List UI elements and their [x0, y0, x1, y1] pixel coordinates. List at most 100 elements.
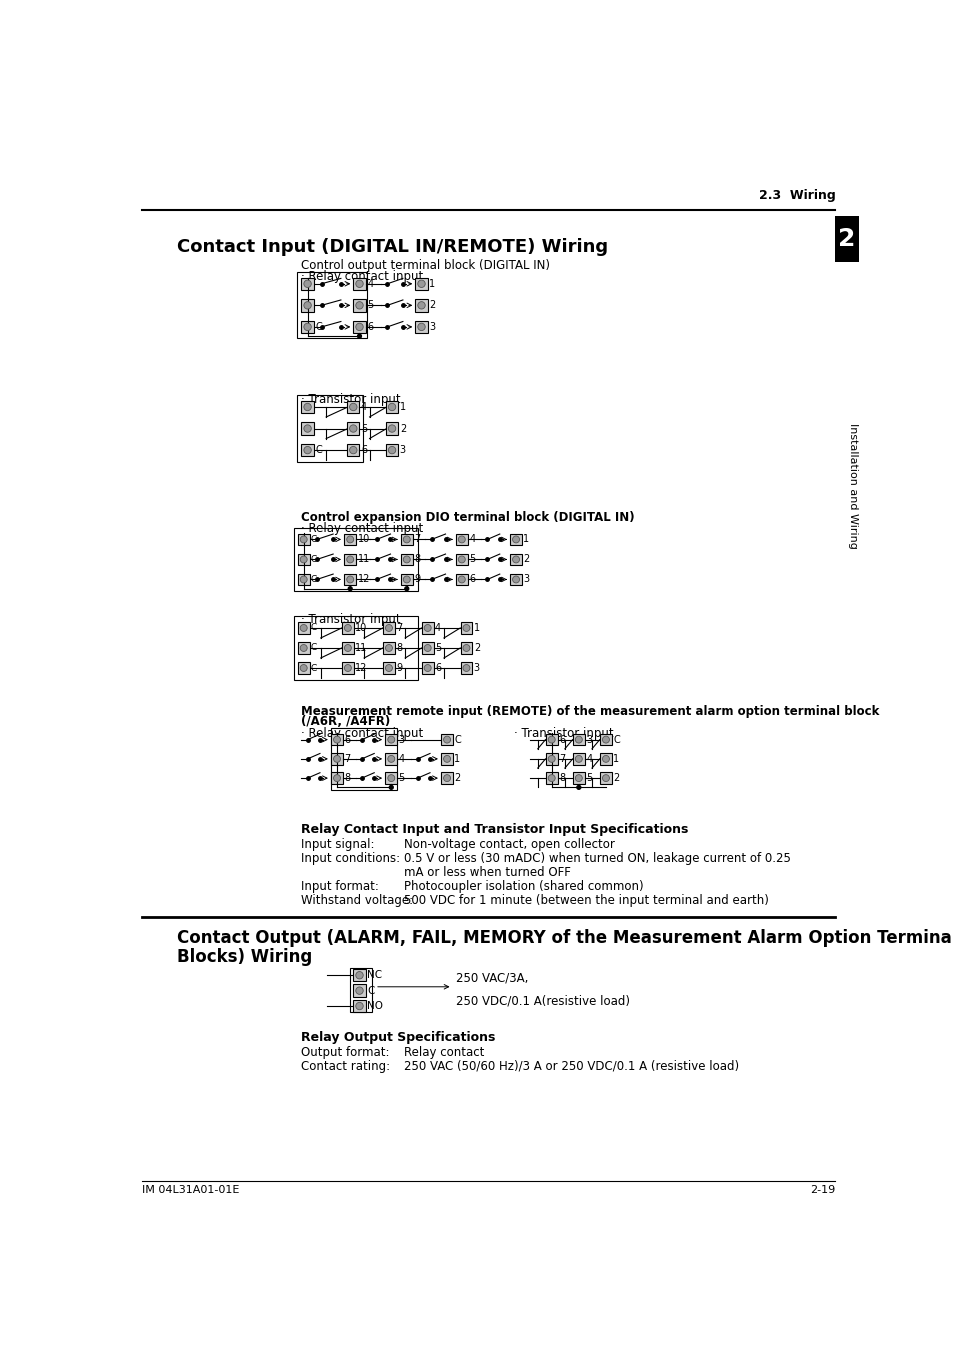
- Bar: [545, 753, 557, 765]
- Bar: [400, 534, 412, 546]
- Bar: [344, 534, 355, 546]
- Text: 4: 4: [435, 623, 440, 634]
- Bar: [383, 642, 395, 654]
- Bar: [353, 299, 365, 312]
- Bar: [301, 401, 314, 413]
- Text: 2: 2: [523, 554, 529, 565]
- Text: NO: NO: [367, 1001, 383, 1011]
- Text: 3: 3: [523, 574, 529, 585]
- Text: IM 04L31A01-01E: IM 04L31A01-01E: [142, 1185, 239, 1196]
- Text: 6: 6: [558, 735, 564, 744]
- Text: 2.3  Wiring: 2.3 Wiring: [758, 189, 835, 203]
- Circle shape: [304, 446, 311, 454]
- Text: Installation and Wiring: Installation and Wiring: [847, 423, 858, 549]
- Bar: [297, 554, 309, 565]
- Text: 6: 6: [360, 444, 367, 455]
- Circle shape: [300, 665, 307, 671]
- Text: 5: 5: [585, 773, 592, 784]
- Circle shape: [344, 644, 351, 651]
- Bar: [353, 277, 365, 290]
- Text: Contact Input (DIGITAL IN/REMOTE) Wiring: Contact Input (DIGITAL IN/REMOTE) Wiring: [177, 238, 608, 255]
- Text: Relay contact: Relay contact: [404, 1046, 484, 1059]
- Bar: [353, 1000, 365, 1012]
- Bar: [415, 320, 427, 334]
- Bar: [342, 642, 354, 654]
- Circle shape: [349, 446, 356, 454]
- Text: Blocks) Wiring: Blocks) Wiring: [177, 947, 313, 966]
- Bar: [301, 320, 314, 334]
- Circle shape: [424, 644, 431, 651]
- Text: 7: 7: [414, 535, 420, 544]
- Circle shape: [387, 774, 395, 782]
- Bar: [353, 320, 365, 334]
- Text: 3: 3: [474, 663, 479, 673]
- Bar: [421, 623, 433, 634]
- Circle shape: [457, 557, 465, 563]
- Text: C: C: [310, 663, 316, 673]
- Circle shape: [300, 644, 307, 651]
- Text: 12: 12: [357, 574, 370, 585]
- Text: 4: 4: [585, 754, 592, 763]
- Bar: [331, 773, 342, 784]
- Text: 5: 5: [367, 300, 374, 311]
- Circle shape: [346, 536, 354, 543]
- Bar: [297, 642, 309, 654]
- Circle shape: [404, 586, 408, 590]
- Circle shape: [344, 665, 351, 671]
- Bar: [400, 574, 412, 585]
- Circle shape: [577, 785, 580, 789]
- Text: 4: 4: [360, 403, 367, 412]
- Text: 3: 3: [429, 322, 435, 332]
- Circle shape: [388, 404, 395, 411]
- Circle shape: [417, 301, 425, 309]
- Bar: [331, 734, 342, 746]
- Bar: [415, 299, 427, 312]
- Text: 500 VDC for 1 minute (between the input terminal and earth): 500 VDC for 1 minute (between the input …: [404, 893, 768, 907]
- Circle shape: [457, 576, 465, 582]
- Text: · Relay contact input: · Relay contact input: [301, 727, 423, 739]
- Text: 8: 8: [414, 554, 420, 565]
- Bar: [456, 574, 467, 585]
- Circle shape: [304, 280, 311, 288]
- Circle shape: [403, 576, 410, 582]
- Bar: [510, 574, 521, 585]
- Circle shape: [334, 736, 340, 743]
- Text: 2: 2: [454, 773, 460, 784]
- Circle shape: [462, 665, 470, 671]
- Text: mA or less when turned OFF: mA or less when turned OFF: [404, 866, 571, 880]
- Bar: [353, 969, 365, 981]
- Text: Control output terminal block (DIGITAL IN): Control output terminal block (DIGITAL I…: [301, 259, 550, 272]
- Circle shape: [457, 536, 465, 543]
- Bar: [385, 753, 396, 765]
- Text: Relay Contact Input and Transistor Input Specifications: Relay Contact Input and Transistor Input…: [301, 823, 688, 836]
- Bar: [385, 444, 397, 457]
- Circle shape: [512, 536, 519, 543]
- Bar: [545, 773, 557, 784]
- Text: 10: 10: [355, 623, 367, 634]
- Bar: [510, 554, 521, 565]
- Circle shape: [349, 404, 356, 411]
- Circle shape: [602, 755, 609, 762]
- Text: 12: 12: [355, 663, 367, 673]
- Text: Non-voltage contact, open collector: Non-voltage contact, open collector: [404, 838, 615, 851]
- Text: C: C: [310, 643, 316, 653]
- Text: 8: 8: [558, 773, 564, 784]
- Text: C: C: [454, 735, 460, 744]
- Text: 5: 5: [435, 643, 441, 653]
- Circle shape: [385, 624, 392, 631]
- Text: Photocoupler isolation (shared common): Photocoupler isolation (shared common): [404, 880, 643, 893]
- Circle shape: [355, 988, 363, 994]
- Text: 6: 6: [367, 322, 373, 332]
- Text: 7: 7: [344, 754, 351, 763]
- Circle shape: [304, 323, 311, 331]
- Bar: [460, 642, 472, 654]
- Text: C: C: [310, 623, 316, 632]
- Circle shape: [348, 586, 352, 590]
- Bar: [385, 734, 396, 746]
- Text: 1: 1: [429, 278, 435, 289]
- Circle shape: [346, 576, 354, 582]
- Circle shape: [462, 644, 470, 651]
- Bar: [400, 554, 412, 565]
- Bar: [344, 554, 355, 565]
- Text: 3: 3: [398, 735, 404, 744]
